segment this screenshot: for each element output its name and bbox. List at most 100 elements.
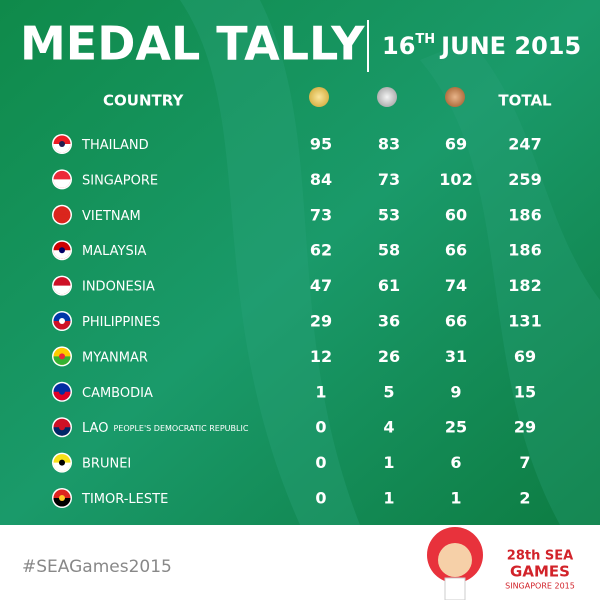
country-name: MYANMAR (82, 350, 148, 365)
flag-emblem (59, 318, 65, 324)
flag-emblem (59, 388, 65, 395)
gold-count: 95 (310, 135, 332, 154)
country: MYANMAR (82, 350, 148, 365)
logo-text: GAMES (510, 563, 570, 581)
total-count: 186 (508, 241, 541, 260)
total-count: 259 (508, 170, 541, 189)
flag-emblem (59, 424, 65, 431)
silver-count: 36 (378, 312, 400, 331)
country: THAILAND (81, 138, 149, 153)
country-name: MALAYSIA (82, 244, 147, 259)
gold-count: 1 (315, 382, 326, 401)
flag (52, 452, 72, 473)
country-note: PEOPLE'S DEMOCRATIC REPUBLIC (113, 424, 248, 433)
flag-emblem (59, 459, 65, 466)
flag-emblem (59, 495, 65, 501)
country: VIETNAM (82, 208, 141, 223)
country-name: THAILAND (81, 138, 149, 153)
country: CAMBODIA (82, 385, 153, 400)
total-count: 29 (514, 418, 536, 437)
background-swirl (180, 0, 360, 525)
title: MEDAL TALLY (20, 17, 365, 71)
bronze-count: 69 (445, 135, 467, 154)
silver-count: 58 (378, 241, 400, 260)
gold-count: 29 (310, 312, 332, 331)
country-name: PHILIPPINES (82, 315, 160, 330)
silver-count: 26 (378, 347, 400, 366)
bronze-medal-icon (445, 87, 465, 107)
silver-count: 4 (383, 418, 394, 437)
gold-count: 62 (310, 241, 332, 260)
flag-emblem (59, 141, 65, 147)
logo-text: 28th SEA (507, 549, 573, 564)
flag (52, 346, 72, 367)
country: BRUNEI (82, 456, 131, 471)
flag-emblem (59, 247, 65, 254)
bronze-count: 31 (445, 347, 467, 366)
background-swirl (420, 40, 600, 525)
country-name: CAMBODIA (82, 385, 153, 400)
country: LAO (82, 421, 108, 436)
flag (52, 417, 72, 438)
column-header: TOTAL (498, 92, 552, 110)
bronze-count: 102 (439, 170, 472, 189)
total-count: 182 (508, 276, 541, 295)
bronze-count: 9 (450, 382, 461, 401)
total-count: 186 (508, 205, 541, 224)
silver-count: 53 (378, 205, 400, 224)
logo-text: SINGAPORE 2015 (505, 582, 575, 591)
country: MALAYSIA (82, 244, 147, 259)
country-name: BRUNEI (82, 456, 131, 471)
country: TIMOR-LESTE (81, 492, 168, 507)
country: INDONESIA (82, 279, 155, 294)
flag-part (53, 214, 71, 224)
country: SINGAPORE (82, 173, 158, 188)
date: 16TH JUNE 2015 (382, 32, 581, 61)
gold-count: 84 (310, 170, 332, 189)
mascot (427, 527, 483, 600)
flag-part (53, 144, 71, 153)
gold-count: 0 (315, 489, 326, 508)
flag-part (53, 462, 71, 472)
bronze-count: 1 (450, 489, 461, 508)
country-name: LAO PEOPLE'S DEMOCRATIC REPUBLIC (82, 421, 249, 436)
flag (52, 134, 72, 154)
silver-count: 5 (383, 382, 394, 401)
flag-part (53, 250, 71, 259)
total-count: 15 (514, 382, 536, 401)
hashtag: #SEAGames2015 (22, 557, 172, 577)
flag (52, 311, 72, 331)
flag-part (53, 427, 71, 436)
bronze-count: 74 (445, 276, 467, 295)
country-name: INDONESIA (82, 279, 155, 294)
total-count: 131 (508, 312, 541, 331)
flag-part (53, 285, 71, 295)
gold-medal-icon (309, 87, 329, 107)
gold-count: 12 (310, 347, 332, 366)
flag (52, 275, 72, 296)
flag (52, 488, 72, 508)
silver-count: 73 (378, 170, 400, 189)
total-count: 2 (519, 489, 530, 508)
column-header: COUNTRY (103, 92, 184, 110)
flag (52, 240, 72, 261)
country: PHILIPPINES (82, 315, 160, 330)
date-rest: JUNE 2015 (439, 32, 581, 60)
background (0, 0, 600, 525)
bronze-count: 66 (445, 312, 467, 331)
silver-count: 1 (383, 453, 394, 472)
gold-count: 73 (310, 205, 332, 224)
silver-count: 61 (378, 276, 400, 295)
country-name: VIETNAM (82, 208, 141, 223)
total-count: 247 (508, 135, 541, 154)
total-count: 69 (514, 347, 536, 366)
gold-count: 47 (310, 276, 332, 295)
silver-count: 1 (383, 489, 394, 508)
flag (52, 169, 72, 190)
flag-part (53, 179, 71, 188)
total-count: 7 (519, 453, 530, 472)
country-name: TIMOR-LESTE (81, 492, 168, 507)
flag (52, 381, 72, 402)
bronze-count: 25 (445, 418, 467, 437)
